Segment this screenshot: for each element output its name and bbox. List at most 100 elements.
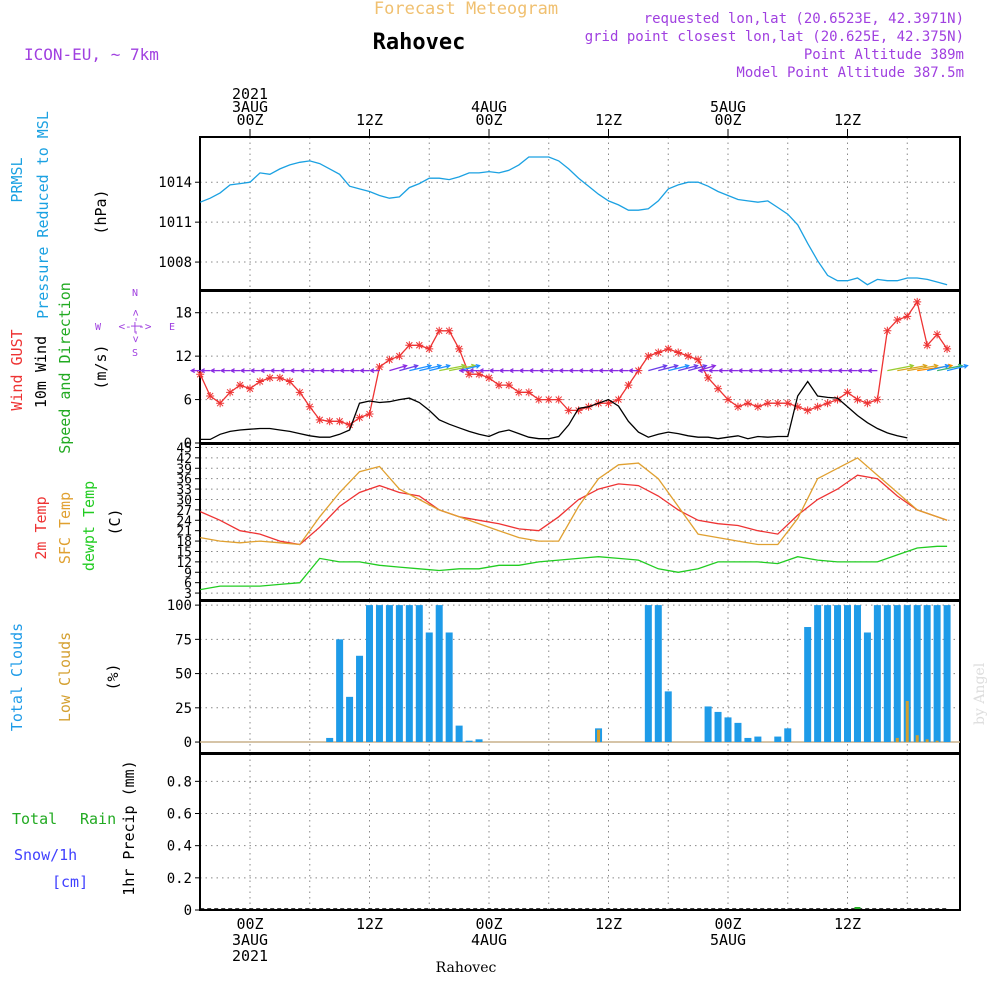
bottom-time-label: 12Z: [834, 915, 861, 933]
gust-point: [863, 399, 872, 408]
wind-direction-arrowhead: [445, 363, 451, 369]
point-altitude: Point Altitude 389m: [804, 47, 964, 63]
gust-point: [494, 381, 503, 390]
wind-direction-arrowhead: [628, 368, 634, 374]
y-tick-label: 0: [184, 903, 192, 919]
compass-arrows: <-|->: [129, 309, 142, 342]
total-clouds-bar: [853, 605, 861, 743]
wind-direction-arrowhead: [239, 368, 245, 374]
wind-direction-arrowhead: [737, 368, 743, 374]
total-clouds-bar: [724, 717, 732, 743]
wind-unit: (m/s): [92, 344, 110, 389]
wind-direction-arrow: [648, 364, 667, 372]
y-tick-label: 0.6: [167, 807, 192, 823]
gust-point: [275, 373, 284, 382]
wind-direction-arrowhead: [857, 368, 863, 374]
precip-unit: 1hr Precip (mm): [120, 760, 138, 895]
gust-point: [504, 381, 513, 390]
wind-direction-arrowhead: [867, 368, 873, 374]
gust-point: [873, 395, 882, 404]
pressure-label: PRMSL: [8, 157, 26, 202]
gust-point: [196, 370, 205, 379]
gust-point: [255, 377, 264, 386]
total-clouds-bar: [744, 737, 752, 743]
y-tick-label: 27: [176, 504, 192, 519]
total-clouds-bar: [336, 639, 344, 743]
top-time-label: 2021: [232, 85, 268, 103]
wind-direction-arrowhead: [319, 368, 325, 374]
top-time-label: 4AUG: [471, 98, 507, 116]
wind-direction-arrowhead: [528, 368, 534, 374]
total-clouds-bar: [784, 728, 792, 743]
total-clouds-bar: [873, 605, 881, 743]
wind-direction-arrowhead: [329, 368, 335, 374]
wind-direction-arrowhead: [279, 368, 285, 374]
wind-direction-arrowhead: [797, 368, 803, 374]
wind-direction-arrowhead: [963, 363, 969, 369]
pressure-label: Pressure Reduced to MSL: [34, 111, 52, 319]
wind-direction-arrowhead: [702, 364, 708, 369]
credit-watermark: by Angel: [972, 662, 988, 725]
gust-point: [813, 402, 822, 411]
gust-point: [325, 417, 334, 426]
total-clouds-bar: [893, 605, 901, 743]
total-clouds-bar: [704, 706, 712, 743]
low-clouds-label: Low Clouds: [56, 632, 74, 722]
wind-gust-label: Wind GUST: [8, 329, 26, 410]
total-clouds-bar: [425, 632, 433, 743]
total-clouds-bar: [395, 605, 403, 743]
gust-point: [315, 415, 324, 424]
gust-point: [375, 363, 384, 371]
wind-direction-arrowhead: [299, 368, 305, 374]
wind-direction-arrowhead: [947, 363, 954, 369]
gust-point: [475, 370, 484, 379]
wind-direction-arrow: [449, 364, 476, 372]
low-clouds-bar: [925, 739, 929, 743]
y-tick-label: 1008: [158, 255, 192, 271]
wind-direction-arrowhead: [518, 368, 524, 374]
y-tick-label: 6: [184, 577, 192, 592]
y-tick-label: 33: [176, 483, 192, 498]
model-name: ICON-EU, ~ 7km: [24, 45, 159, 64]
dewpt-series: [200, 545, 948, 591]
wind-direction-arrowhead: [909, 363, 915, 369]
panel-frame: [199, 290, 961, 444]
wind-direction-arrowhead: [817, 368, 823, 374]
wind-direction-arrowhead: [468, 368, 474, 374]
temp2m-series: [199, 474, 948, 546]
wind-direction-arrowhead: [508, 368, 514, 374]
wind-direction-arrowhead: [697, 368, 703, 374]
y-tick-label: 21: [176, 525, 192, 540]
wind-direction-arrow: [897, 364, 927, 372]
total-clouds-bar: [804, 627, 812, 743]
wind-label: 10m Wind: [32, 336, 50, 408]
precip-snow-unit: [cm]: [52, 873, 88, 891]
temp2m-label: 2m Temp: [32, 496, 50, 559]
temp-panel: [195, 443, 961, 601]
top-time-label: 00Z: [236, 111, 263, 129]
y-tick-label: 30: [176, 493, 192, 508]
total-clouds-bar: [356, 655, 364, 743]
gust-point: [793, 402, 802, 411]
bottom-time-label: 3AUG: [232, 931, 268, 949]
wind-direction-arrowhead: [189, 368, 196, 374]
wind-direction-arrowhead: [458, 368, 464, 374]
gust-point: [783, 399, 792, 408]
wind-direction-arrowhead: [711, 364, 717, 369]
gust-point: [733, 402, 742, 411]
gust-point: [654, 348, 663, 357]
total-clouds-bar: [903, 605, 911, 743]
wind-direction-arrowhead: [944, 363, 950, 369]
gust-point: [554, 395, 563, 404]
gust-point: [335, 417, 344, 426]
wind-direction-arrow: [439, 364, 466, 372]
gust-point: [753, 402, 762, 411]
wind-direction-arrowhead: [475, 363, 481, 369]
compass-icon: N S W E <-|-><-|->: [95, 288, 175, 359]
total-clouds-bar: [326, 737, 334, 743]
gust-point: [345, 420, 354, 429]
y-tick-label: 25: [175, 701, 192, 717]
wind-direction-arrowhead: [693, 364, 699, 369]
wind-direction-arrow: [946, 364, 968, 372]
